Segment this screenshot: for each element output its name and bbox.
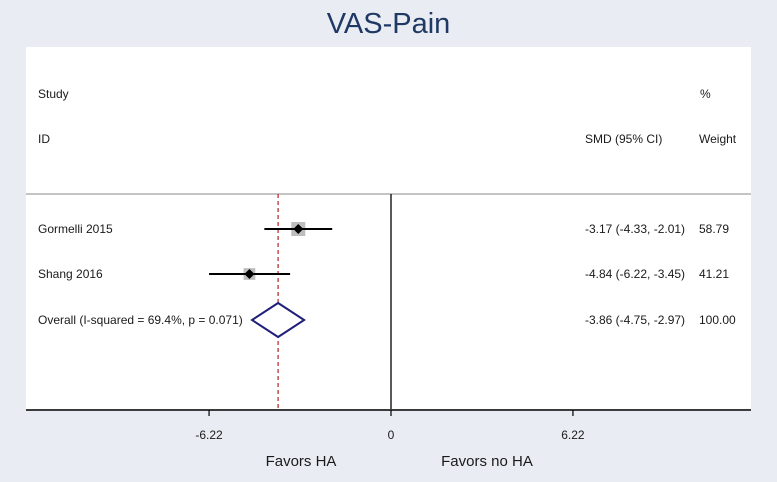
x-axis-marks: -6.22 0 6.22 [26, 409, 751, 442]
study-point-estimate [244, 269, 255, 279]
header-percent: % [700, 87, 711, 101]
x-tick-label: 0 [388, 428, 395, 442]
chart-title: VAS-Pain [326, 8, 451, 40]
overall-ci-text: -3.86 (-4.75, -2.97) [585, 313, 685, 327]
header-id: ID [38, 132, 50, 146]
x-tick-label: 6.22 [561, 428, 585, 442]
header-study: Study [38, 87, 69, 101]
header-estimate: SMD (95% CI) [585, 132, 662, 146]
forest-plot: Study ID SMD (95% CI) % Weight Gormelli … [26, 87, 751, 409]
chart-marks: Gormelli 2015 -3.17 (-4.33, -2.01) 58.79 Sh… [38, 194, 736, 409]
x-tick-label: -6.22 [195, 428, 223, 442]
study-point-estimate [293, 224, 304, 234]
overall-weight-text: 100.00 [699, 313, 736, 327]
overall-label: Overall (I-squared = 69.4%, p = 0.071) [38, 313, 243, 327]
study-label: Shang 2016 [38, 267, 103, 281]
overall-diamond [250, 301, 306, 339]
study-weight-text: 41.21 [699, 267, 729, 281]
study-ci-text: -3.17 (-4.33, -2.01) [585, 222, 685, 236]
favors-left-label: Favors HA [266, 453, 337, 470]
header-weight: Weight [699, 132, 737, 146]
study-weight-text: 58.79 [699, 222, 729, 236]
favors-right-label: Favors no HA [441, 453, 533, 470]
study-ci-text: -4.84 (-6.22, -3.45) [585, 267, 685, 281]
plot-area: Study ID SMD (95% CI) % Weight Gormelli … [26, 47, 751, 409]
study-label: Gormelli 2015 [38, 222, 113, 236]
